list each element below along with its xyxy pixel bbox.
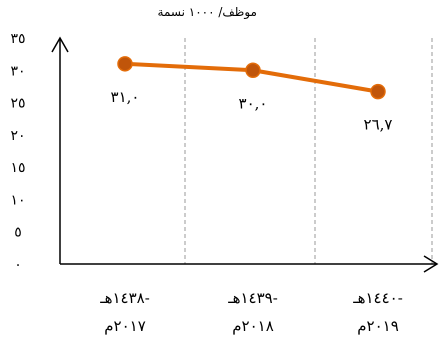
grid-lines — [184, 38, 433, 264]
data-point — [117, 56, 133, 72]
data-label: ٢٦,٧ — [364, 116, 393, 134]
y-tick-label: ٣٠ — [10, 63, 25, 79]
axes — [51, 36, 439, 273]
y-axis-arrow — [51, 36, 69, 53]
x-tick-label-line2: ٢٠١٧م — [104, 317, 146, 335]
y-tick-label: ٢٠ — [10, 128, 25, 144]
x-axis-arrow — [423, 255, 439, 273]
y-tick-labels: ٠ ٥ ١٠ ١٥ ٢٠ ٢٥ ٣٠ ٣٥ — [10, 31, 25, 273]
data-labels: ٣١,٠ ٣٠,٠ ٢٦,٧ — [111, 88, 393, 134]
y-tick-label: ٥ — [14, 225, 22, 241]
x-tick-label-line2: ٢٠١٨م — [232, 317, 274, 335]
y-tick-label: ٢٥ — [10, 96, 25, 112]
data-point — [245, 62, 261, 79]
data-label: ٣٠,٠ — [239, 94, 268, 112]
x-tick-label-line1: -١٤٣٨هـ — [99, 289, 150, 307]
data-point — [370, 83, 386, 100]
y-tick-label: ١٠ — [10, 192, 25, 208]
y-tick-label: ١٥ — [10, 160, 25, 176]
y-tick-label: ٠ — [14, 257, 22, 273]
x-tick-label-line2: ٢٠١٩م — [357, 317, 399, 335]
y-axis-title: موظف/ ١٠٠٠ نسمة — [158, 5, 257, 20]
data-label: ٣١,٠ — [111, 88, 140, 106]
y-tick-label: ٣٥ — [10, 31, 25, 47]
series-line — [117, 56, 386, 100]
x-tick-label-line1: -١٤٣٩هـ — [227, 289, 278, 307]
x-tick-labels: -١٤٣٨هـ ٢٠١٧م -١٤٣٩هـ ٢٠١٨م -١٤٤٠هـ ٢٠١٩م — [99, 289, 403, 335]
x-tick-label-line1: -١٤٤٠هـ — [352, 289, 403, 307]
